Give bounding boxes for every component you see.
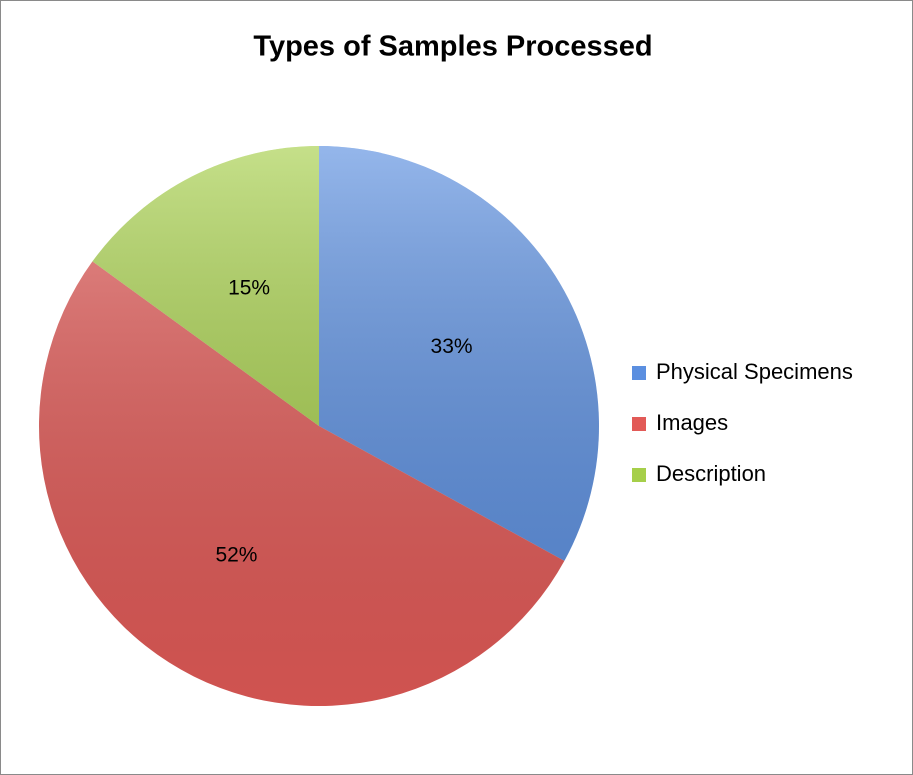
- legend-swatch: [632, 366, 646, 380]
- legend-label: Description: [656, 461, 766, 486]
- legend: Physical Specimens Images Description: [632, 359, 853, 486]
- data-label: 15%: [228, 276, 270, 299]
- legend-swatch: [632, 468, 646, 482]
- data-label: 52%: [215, 544, 257, 567]
- labels: 33% 52% 15%: [215, 276, 472, 566]
- pie: [38, 146, 600, 706]
- chart-title: Types of Samples Processed: [253, 31, 652, 63]
- legend-label: Images: [656, 410, 728, 435]
- data-label: 33%: [431, 335, 473, 358]
- legend-swatch: [632, 417, 646, 431]
- legend-label: Physical Specimens: [656, 359, 853, 384]
